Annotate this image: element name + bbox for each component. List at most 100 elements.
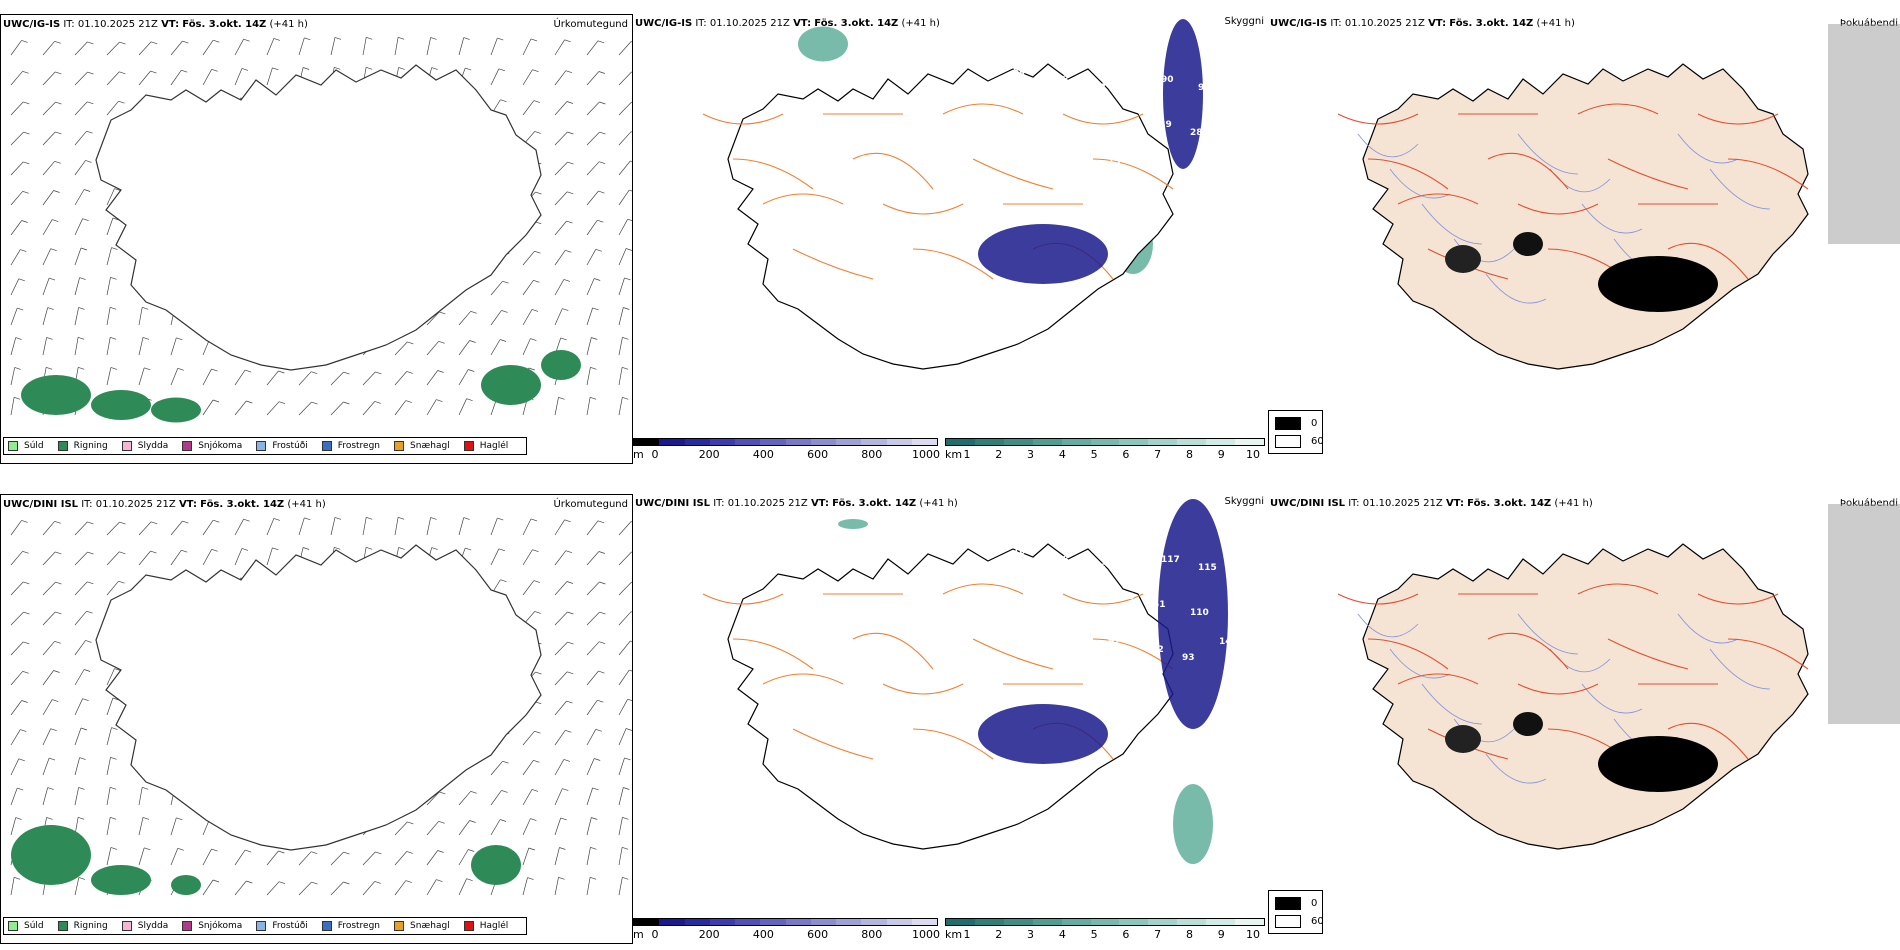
wind-barb-flag [213,39,220,43]
precip-legend-item: Rigning [57,441,108,451]
colorbar-segment [836,439,862,445]
legend-label: Snjókoma [198,921,243,931]
colorbar-strip [945,918,1265,926]
wind-barb-flag [590,366,597,370]
wind-barb [10,729,21,746]
legend-swatch [182,921,193,931]
wind-barb [426,517,431,536]
wind-barb [74,581,88,596]
wind-barb [618,669,630,686]
wind-barb-flag [625,248,632,251]
wind-barb [74,218,83,236]
legend-label: Haglél [479,921,509,931]
wind-barb-flag [469,340,476,343]
road [1337,113,1419,125]
precip-legend-item: Súld [8,441,44,451]
wind-barb-flag [622,816,629,820]
wind-barb-flag [48,277,56,281]
wind-barb [42,757,50,776]
wind-barb [586,611,600,626]
wind-barb [266,881,280,896]
wind-barb [106,668,115,686]
wind-barb [554,671,568,686]
wind-barb [554,161,568,176]
road [1667,242,1749,280]
wind-barb [394,880,407,896]
wind-barb [586,581,600,596]
legend-swatch [57,921,68,931]
wind-barb-flag [142,817,150,820]
wind-barb-flag [246,400,253,404]
wind-barb-flag [534,250,541,254]
wind-barb-flag [77,336,85,340]
colorbar-tick: 0 [651,928,659,941]
wind-barb [586,249,597,266]
wind-barb-flag [599,641,606,645]
wind-barb [362,371,376,386]
wind-barb-flag [597,219,604,223]
wind-barb [106,188,115,206]
wind-barb-flag [501,310,508,313]
wind-barb-flag [111,727,118,730]
wind-barb-flag [150,70,157,74]
cloud-base-label: 51 [1153,600,1166,610]
wind-barb [586,520,599,536]
road [792,248,874,280]
wind-barb [170,817,177,836]
wind-barb [394,400,407,416]
wind-barb-flag [566,220,573,224]
wind-barb [10,700,22,716]
wind-barb-flag [439,311,446,315]
wind-barb [106,817,111,836]
wind-barb-flag [621,846,629,850]
wind-barb-flag [592,307,599,311]
wind-barb-flag [14,367,21,370]
colorbar-tick: 5 [1090,928,1098,941]
wind-barb [618,160,631,176]
wind-barb [106,247,112,266]
wind-barb [554,279,565,296]
panel-title: UWC/DINI ISL IT: 01.10.2025 21Z VT: Fös.… [1270,498,1593,509]
cloud-base-label: 102 [1087,83,1106,93]
wind-barb [554,817,562,836]
wind-barb [202,848,212,866]
legend-label: Snjókoma [198,441,243,451]
wind-barb-flag [18,758,25,762]
wind-barb [554,550,567,566]
wind-barb-flag [566,101,574,104]
wind-barb-flag [595,248,602,252]
wind-barb [42,248,52,266]
wind-barb [10,337,17,356]
wind-barb [10,397,15,416]
wind-barb-flag [590,846,597,850]
wind-barb-flag [498,548,506,552]
fog-legend-label: 60 [1311,436,1324,447]
wind-barb-flag [110,847,118,850]
wind-barb-flag [431,547,438,550]
cloud-base-label: 192 [1050,75,1069,85]
precip-legend-item: Frostúði [256,921,308,931]
wind-barb [522,69,533,86]
colorbar-segment [911,919,937,925]
wind-barb-flag [625,728,632,731]
wind-barb [202,549,213,566]
cloud-base-label: 81 [1124,67,1137,77]
wind-barb [106,727,112,746]
wind-barb-flag [535,191,542,195]
wind-barb [42,101,56,116]
wind-barb-flag [406,371,413,374]
wind-barb-flag [47,787,54,790]
wind-barb [490,548,500,566]
colorbar-segment [1148,919,1178,925]
wind-barb-flag [20,249,27,252]
wind-barb-flag [597,520,605,524]
wind-barb-flag [311,401,318,405]
wind-barb [106,697,114,716]
wind-barb [554,397,559,416]
wind-barb-flag [532,69,539,73]
cloud-base-label: 109 [1013,547,1032,557]
wind-barb [74,277,80,296]
wind-barb-flag [627,698,632,702]
precip-legend-item: Frostregn [321,921,380,931]
wind-barb [10,551,23,566]
